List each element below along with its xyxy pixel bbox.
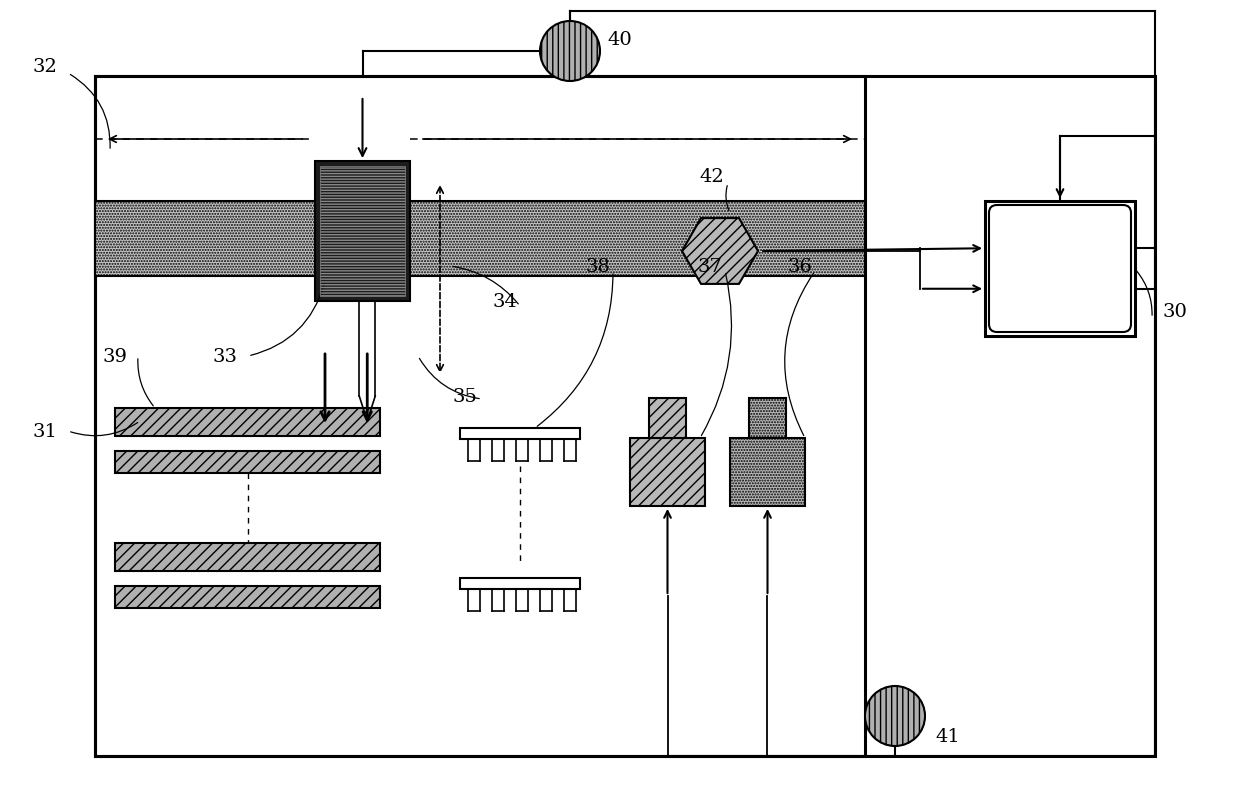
Text: 40: 40: [608, 31, 632, 49]
Bar: [630, 439, 706, 506]
FancyBboxPatch shape: [990, 206, 1131, 333]
Circle shape: [539, 22, 600, 82]
Bar: [460, 578, 580, 590]
Bar: [115, 586, 379, 608]
Bar: [315, 162, 410, 302]
Text: 39: 39: [103, 348, 128, 366]
Text: 34: 34: [492, 293, 517, 311]
Bar: [460, 428, 580, 440]
Text: 42: 42: [699, 168, 724, 186]
Bar: [95, 77, 866, 756]
Text: 32: 32: [32, 58, 57, 76]
Bar: [649, 398, 686, 439]
Bar: [95, 77, 1154, 756]
Text: 33: 33: [212, 348, 238, 366]
Text: 30: 30: [1163, 303, 1188, 320]
Circle shape: [866, 686, 925, 746]
Bar: [985, 202, 1135, 337]
Text: 41: 41: [936, 727, 960, 745]
Text: 37: 37: [698, 258, 723, 276]
Text: 35: 35: [453, 388, 477, 406]
Text: 31: 31: [32, 423, 57, 440]
Bar: [749, 398, 786, 439]
Bar: [95, 202, 866, 277]
Bar: [115, 543, 379, 571]
Bar: [320, 167, 405, 297]
Bar: [730, 439, 805, 506]
Text: 36: 36: [787, 258, 812, 276]
Bar: [115, 452, 379, 474]
Text: 38: 38: [585, 258, 610, 276]
Bar: [115, 409, 379, 436]
